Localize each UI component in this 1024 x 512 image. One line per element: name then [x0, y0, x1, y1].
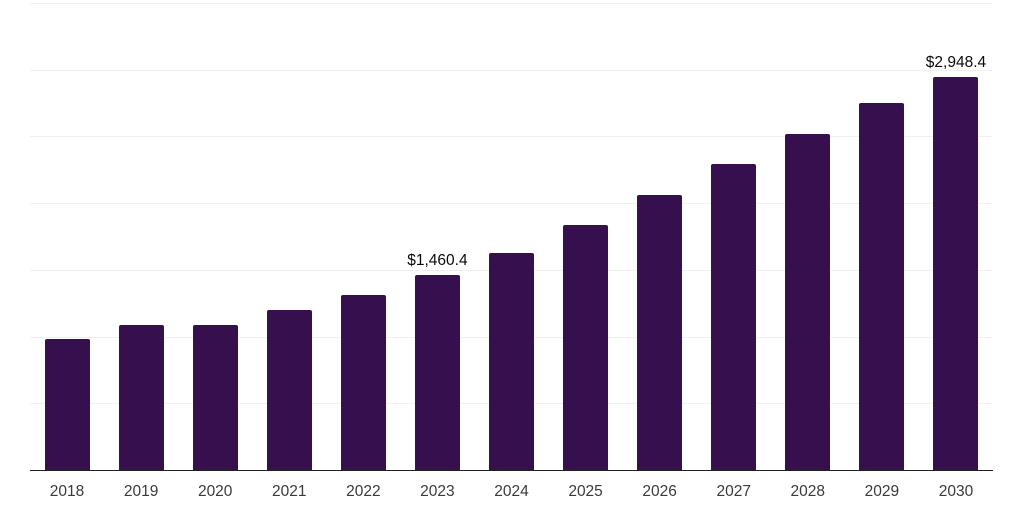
gridline-2000 [30, 203, 993, 205]
bar-2027[interactable] [711, 164, 757, 470]
data-label-2023: $1,460.4 [407, 252, 468, 270]
x-axis-line [30, 470, 993, 471]
gridline-3500 [30, 3, 993, 4]
plot-area: $1,460.4 $2,948.4 [30, 3, 993, 470]
bar-2030[interactable] [933, 76, 979, 470]
bar-2029[interactable] [859, 103, 905, 470]
x-tick-2019: 2019 [123, 483, 159, 500]
x-tick-2021: 2021 [272, 483, 307, 500]
bar-2026[interactable] [637, 195, 683, 470]
data-label-2030: $2,948.4 [925, 53, 987, 71]
bar-2022[interactable] [340, 295, 386, 470]
bar-2025[interactable] [563, 224, 609, 470]
bar-2019[interactable] [118, 324, 164, 470]
x-tick-2018: 2018 [49, 483, 85, 500]
bar-2020[interactable] [192, 325, 238, 470]
bar-2021[interactable] [266, 309, 312, 470]
bar-2028[interactable] [785, 134, 831, 470]
x-tick-2027: 2027 [716, 483, 751, 500]
x-tick-2026: 2026 [642, 483, 677, 500]
x-axis-labels: 2018 2019 2020 2021 2022 2023 2024 2025 2026 2027… [30, 483, 993, 505]
x-tick-2023: 2023 [420, 483, 455, 500]
bar-2024[interactable] [489, 252, 534, 470]
x-tick-2025: 2025 [568, 483, 603, 500]
gridline-3000 [30, 69, 993, 71]
x-tick-2024: 2024 [494, 483, 529, 500]
x-tick-2020: 2020 [197, 483, 233, 500]
x-tick-2029: 2029 [864, 483, 900, 500]
x-tick-2030: 2030 [938, 483, 974, 500]
x-tick-2028: 2028 [790, 483, 826, 500]
gridline-2500 [30, 136, 993, 138]
bar-2018[interactable] [44, 339, 90, 470]
bar-2023[interactable] [414, 275, 460, 470]
x-tick-2022: 2022 [346, 483, 381, 500]
